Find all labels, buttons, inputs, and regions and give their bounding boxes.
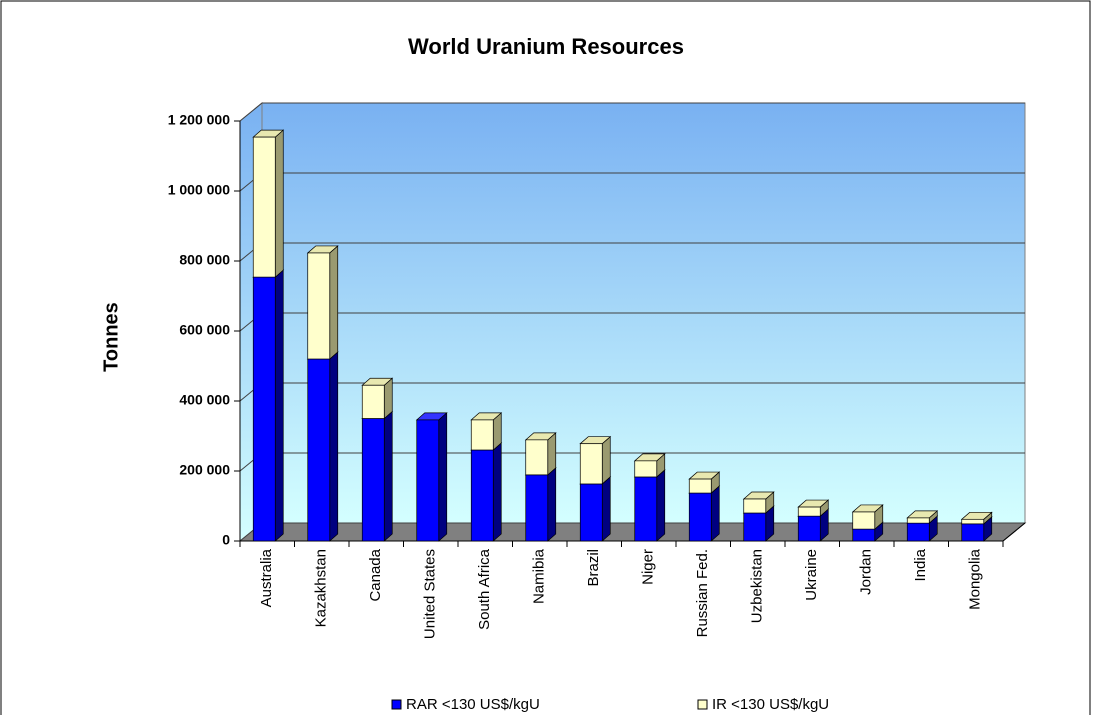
x-tick-label: Ukraine: [803, 549, 820, 601]
bar-side: [274, 269, 284, 542]
x-tick-label: South Africa: [476, 548, 493, 630]
bar: [579, 483, 603, 542]
y-tick-label: 1 000 000: [168, 182, 230, 198]
bar: [252, 136, 276, 278]
x-tick-label: Brazil: [585, 549, 602, 587]
legend-swatch: [391, 699, 402, 710]
x-tick-label: Russian Fed.: [694, 549, 711, 637]
chart-title: World Uranium Resources: [408, 34, 684, 59]
x-tick-label: Jordan: [858, 549, 875, 595]
bar-side: [710, 485, 720, 542]
y-axis-label: Tonnes: [100, 302, 122, 372]
y-tick-label: 1 200 000: [168, 112, 230, 128]
bar-side: [329, 351, 339, 542]
y-tick-label: 400 000: [179, 392, 230, 408]
bar: [743, 512, 767, 542]
grid-line: [239, 102, 1025, 122]
bar: [416, 419, 440, 542]
x-tick-label: India: [912, 548, 929, 581]
bar: [634, 476, 658, 542]
y-tick-label: 0: [222, 532, 230, 548]
bar-side: [383, 410, 393, 542]
bar: [307, 358, 331, 542]
x-tick-label: United States: [422, 549, 439, 639]
bar: [797, 506, 821, 517]
bar: [634, 460, 658, 478]
legend-label: IR <130 US$/kgU: [712, 696, 829, 713]
x-tick-label: Mongolia: [967, 548, 984, 610]
y-tick-label: 200 000: [179, 462, 230, 478]
bar-side: [601, 476, 611, 542]
bar: [307, 252, 331, 360]
x-tick-label: Canada: [367, 548, 384, 601]
bar: [361, 384, 385, 419]
bar-side: [274, 129, 284, 278]
bar: [743, 498, 767, 514]
x-tick-label: Uzbekistan: [749, 549, 766, 623]
bar: [525, 439, 549, 476]
bar: [525, 474, 549, 542]
bar-side: [329, 245, 339, 360]
bar-side: [547, 467, 557, 542]
bar: [470, 449, 494, 542]
x-tick-label: Niger: [640, 549, 657, 585]
bar: [906, 522, 930, 542]
bar: [852, 511, 876, 530]
bar: [961, 523, 985, 542]
x-tick-label: Australia: [258, 548, 275, 607]
bar-side: [601, 435, 611, 485]
legend-swatch: [697, 699, 708, 710]
y-tick-label: 800 000: [179, 252, 230, 268]
bar-side: [438, 412, 448, 542]
bar: [852, 528, 876, 542]
bar: [688, 492, 712, 542]
bar: [252, 276, 276, 542]
x-tick-label: Namibia: [531, 548, 548, 604]
bar: [797, 515, 821, 542]
bar: [961, 518, 985, 525]
legend-label: RAR <130 US$/kgU: [406, 696, 540, 713]
bar-side: [656, 469, 666, 542]
x-tick-label: Kazakhstan: [313, 549, 330, 627]
bar: [470, 419, 494, 451]
bar: [579, 443, 603, 485]
bar: [688, 478, 712, 494]
bar: [361, 418, 385, 542]
y-tick-label: 600 000: [179, 322, 230, 338]
bar: [906, 517, 930, 524]
bar-side: [492, 442, 502, 542]
